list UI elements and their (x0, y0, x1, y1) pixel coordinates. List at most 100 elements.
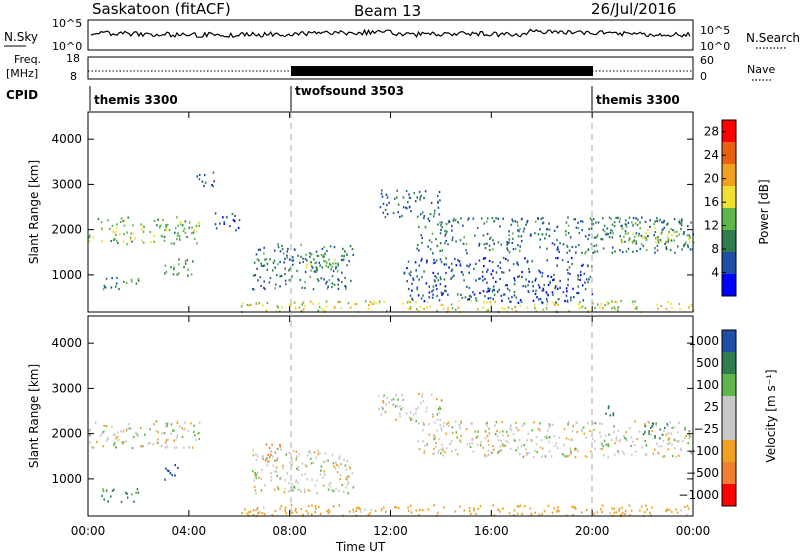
scatter-point (169, 472, 172, 475)
scatter-point (363, 508, 366, 511)
scatter-point (642, 244, 645, 248)
scatter-point (164, 272, 166, 275)
scatter-point (165, 223, 168, 226)
scatter-point (601, 422, 603, 425)
scatter-point (548, 234, 551, 237)
scatter-point (369, 512, 371, 515)
scatter-point (566, 268, 569, 271)
scatter-point (492, 297, 494, 301)
scatter-point (282, 467, 284, 470)
scatter-point (406, 267, 408, 270)
scatter-point (181, 427, 184, 430)
scatter-point (539, 228, 541, 231)
scatter-point (276, 457, 279, 460)
scatter-point (649, 219, 651, 222)
scatter-point (499, 277, 501, 281)
scatter-point (155, 429, 157, 433)
scatter-point (166, 445, 168, 448)
scatter-point (316, 267, 318, 270)
scatter-point (327, 285, 329, 288)
scatter-point (342, 247, 344, 250)
scatter-point (559, 242, 561, 245)
scatter-point (270, 479, 272, 482)
scatter-point (451, 431, 454, 434)
scatter-point (280, 274, 283, 278)
scatter-point (201, 180, 204, 183)
scatter-point (497, 241, 500, 244)
scatter-point (678, 302, 681, 305)
scatter-point (611, 507, 613, 510)
scatter-point (432, 452, 434, 456)
scatter-point (291, 486, 293, 489)
scatter-point (571, 262, 573, 266)
scatter-point (541, 301, 543, 304)
scatter-point (551, 291, 554, 294)
colorbar-segment (722, 418, 736, 440)
scatter-point (522, 285, 525, 288)
scatter-point (263, 264, 266, 267)
scatter-point (654, 251, 656, 254)
scatter-point (309, 252, 311, 255)
scatter-point (508, 234, 510, 237)
scatter-point (432, 215, 435, 218)
scatter-point (440, 224, 442, 227)
scatter-point (673, 231, 675, 234)
scatter-point (484, 295, 486, 298)
scatter-point (317, 309, 320, 312)
scatter-point (663, 455, 665, 458)
scatter-point (337, 262, 339, 265)
scatter-point (416, 247, 418, 250)
scatter-point (306, 478, 309, 481)
scatter-point (664, 426, 666, 429)
scatter-point (345, 486, 348, 489)
scatter-point (553, 507, 555, 510)
scatter-point (445, 232, 447, 235)
scatter-point (500, 439, 502, 442)
scatter-point (319, 264, 321, 267)
scatter-point (482, 279, 484, 282)
scatter-point (611, 236, 614, 239)
scatter-point (109, 495, 112, 498)
scatter-point (468, 217, 470, 220)
scatter-point (652, 452, 655, 455)
scatter-point (592, 222, 595, 226)
scatter-point (493, 293, 496, 296)
scatter-point (624, 512, 626, 516)
scatter-point (517, 235, 520, 238)
scatter-point (176, 238, 178, 241)
scatter-point (102, 489, 105, 493)
scatter-point (413, 192, 416, 195)
scatter-point (642, 433, 645, 436)
scatter-point (629, 514, 631, 517)
scatter-point (293, 485, 295, 488)
scatter-point (149, 231, 152, 234)
scatter-point (323, 278, 325, 281)
scatter-point (402, 196, 405, 199)
scatter-point (348, 260, 350, 263)
scatter-point (610, 229, 612, 232)
scatter-point (575, 226, 578, 229)
scatter-point (111, 224, 114, 228)
scatter-point (647, 420, 649, 423)
scatter-point (656, 249, 659, 252)
scatter-point (667, 448, 670, 451)
scatter-point (382, 395, 385, 398)
scatter-point (367, 513, 370, 516)
scatter-point (530, 439, 533, 442)
scatter-point (508, 289, 511, 292)
scatter-point (263, 246, 265, 249)
scatter-point (179, 425, 181, 428)
scatter-point (653, 448, 656, 451)
scatter-point (286, 250, 289, 253)
scatter-point (632, 303, 635, 306)
scatter-point (439, 276, 442, 279)
scatter-point (429, 213, 432, 216)
scatter-point (415, 408, 417, 411)
scatter-point (345, 468, 348, 471)
scatter-point (575, 245, 577, 248)
scatter-point (281, 244, 283, 247)
scatter-point (636, 307, 638, 310)
scatter-point (579, 301, 581, 304)
scatter-point (684, 428, 686, 431)
